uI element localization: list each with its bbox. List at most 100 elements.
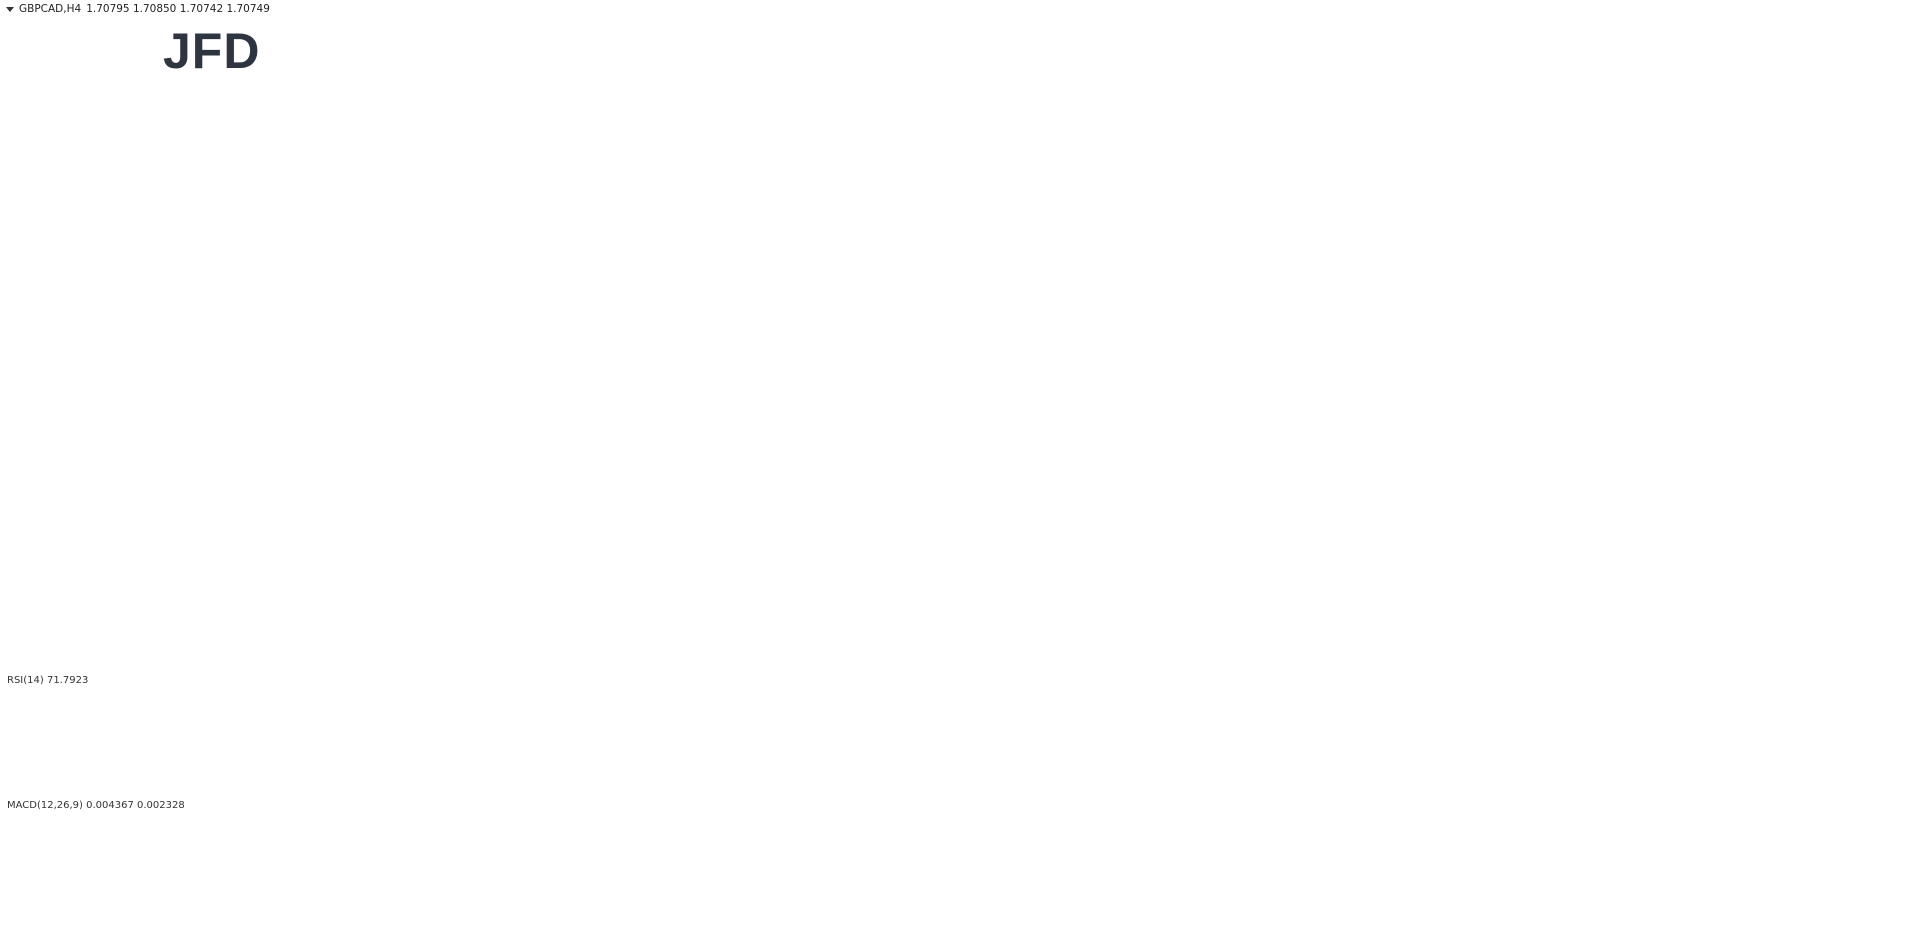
candle — [1113, 399, 1121, 417]
date-tick-label: 29 Jun 12:00 — [1160, 921, 1215, 932]
candle — [1242, 348, 1250, 362]
candle-body — [806, 375, 814, 433]
date-tick-label: 27 May 2020 — [4, 921, 59, 932]
candle — [233, 295, 241, 332]
date-tick-label: 19 Jun 04:00 — [839, 921, 894, 932]
candle — [967, 336, 976, 356]
date-tick-label: 6 Jul 16:00 — [1416, 921, 1462, 932]
candle — [669, 206, 677, 262]
candle-body — [540, 233, 548, 237]
candle — [1395, 361, 1403, 391]
price-tick-label: 1.72460 — [1877, 95, 1914, 106]
candle-body — [1072, 366, 1080, 370]
candle — [265, 324, 273, 339]
candle-body — [136, 301, 144, 315]
ascending-trendline — [1243, 301, 1613, 498]
candle-body — [257, 317, 265, 334]
price-tick-label: 1.70870 — [1877, 232, 1914, 243]
candle-body — [427, 252, 435, 277]
candle-body — [604, 217, 612, 251]
candle — [1298, 389, 1306, 403]
level-axis-badge — [1873, 408, 1916, 422]
candle — [152, 310, 160, 336]
candle — [160, 305, 168, 323]
candle-body — [289, 356, 298, 363]
rsi-pane-frame — [1, 671, 1872, 796]
candle-body — [499, 231, 507, 238]
candle — [322, 305, 330, 320]
candle-body — [1282, 343, 1290, 374]
candle-body — [402, 277, 411, 289]
candle — [459, 224, 467, 252]
candle-body — [1080, 367, 1088, 402]
candle — [572, 174, 580, 189]
macd-axis-label: 0.004922 — [1875, 800, 1916, 811]
candle — [1000, 381, 1008, 405]
candle-body — [766, 300, 774, 307]
candle-body — [507, 201, 516, 234]
candle-body — [475, 201, 483, 241]
candle — [402, 272, 411, 294]
candle — [661, 206, 669, 240]
candle-body — [410, 244, 419, 279]
candle — [935, 395, 943, 418]
price-tick-label: 1.68490 — [1877, 432, 1914, 443]
level-axis-label: 1.67690 — [1876, 499, 1913, 510]
candle-body — [580, 179, 588, 205]
candle-body — [661, 211, 669, 234]
candle — [1032, 344, 1040, 374]
level-label: ~1.7175 — [1722, 149, 1788, 165]
candle — [628, 261, 637, 291]
candle-body — [1258, 322, 1266, 335]
ema-label: 100 EMA — [875, 294, 939, 309]
candle — [806, 369, 814, 439]
level-axis-badge — [1873, 158, 1916, 172]
candle — [1274, 306, 1282, 351]
dropdown-triangle-icon[interactable] — [6, 6, 14, 12]
candle-body — [1056, 360, 1064, 363]
candle — [774, 276, 782, 307]
candle — [241, 262, 249, 308]
chart-header: GBPCAD,H4 1.70795 1.70850 1.70742 1.7074… — [6, 3, 270, 15]
macd-label: MACD(12,26,9) 0.004367 0.002328 — [7, 800, 185, 811]
candle-body — [1371, 362, 1379, 373]
candle — [790, 287, 798, 307]
candle-body — [887, 468, 895, 472]
level-axis-label: 1.70250 — [1876, 285, 1913, 296]
candle — [338, 252, 346, 294]
candle — [23, 399, 31, 424]
date-tick-label: 8 Jun 00:00 — [389, 921, 439, 932]
price-tick-label: 1.72060 — [1877, 135, 1914, 146]
candle — [55, 345, 64, 439]
candle — [330, 252, 338, 318]
level-label: ~1.7025 — [1726, 273, 1792, 289]
candle-body — [798, 300, 806, 377]
candle-body — [879, 469, 887, 477]
candle — [709, 183, 717, 231]
price-tick-label: 1.71270 — [1877, 201, 1914, 212]
date-tick-label: 8 Jul 00:00 — [1481, 921, 1527, 932]
candle-body — [338, 257, 346, 289]
candle-body — [1113, 405, 1121, 412]
candle-body — [144, 313, 152, 330]
candle — [1088, 394, 1097, 437]
candle — [1371, 357, 1379, 378]
candle-body — [919, 417, 927, 421]
candle — [1451, 237, 1460, 255]
candle-body — [1032, 350, 1040, 368]
candle — [370, 303, 378, 319]
candle-body — [72, 321, 80, 335]
candle — [1048, 348, 1056, 369]
candle — [548, 199, 556, 241]
candle — [1169, 474, 1177, 497]
ema-label: 200 EMA — [905, 244, 969, 259]
candle — [289, 351, 298, 368]
candle-body — [1016, 362, 1024, 366]
candle — [1306, 382, 1314, 402]
candle — [1443, 237, 1452, 263]
bollinger-band-up — [2, 154, 1457, 394]
candle-body — [96, 305, 104, 362]
candle — [314, 279, 322, 320]
date-tick-label: 16 Jun 12:00 — [710, 921, 765, 932]
